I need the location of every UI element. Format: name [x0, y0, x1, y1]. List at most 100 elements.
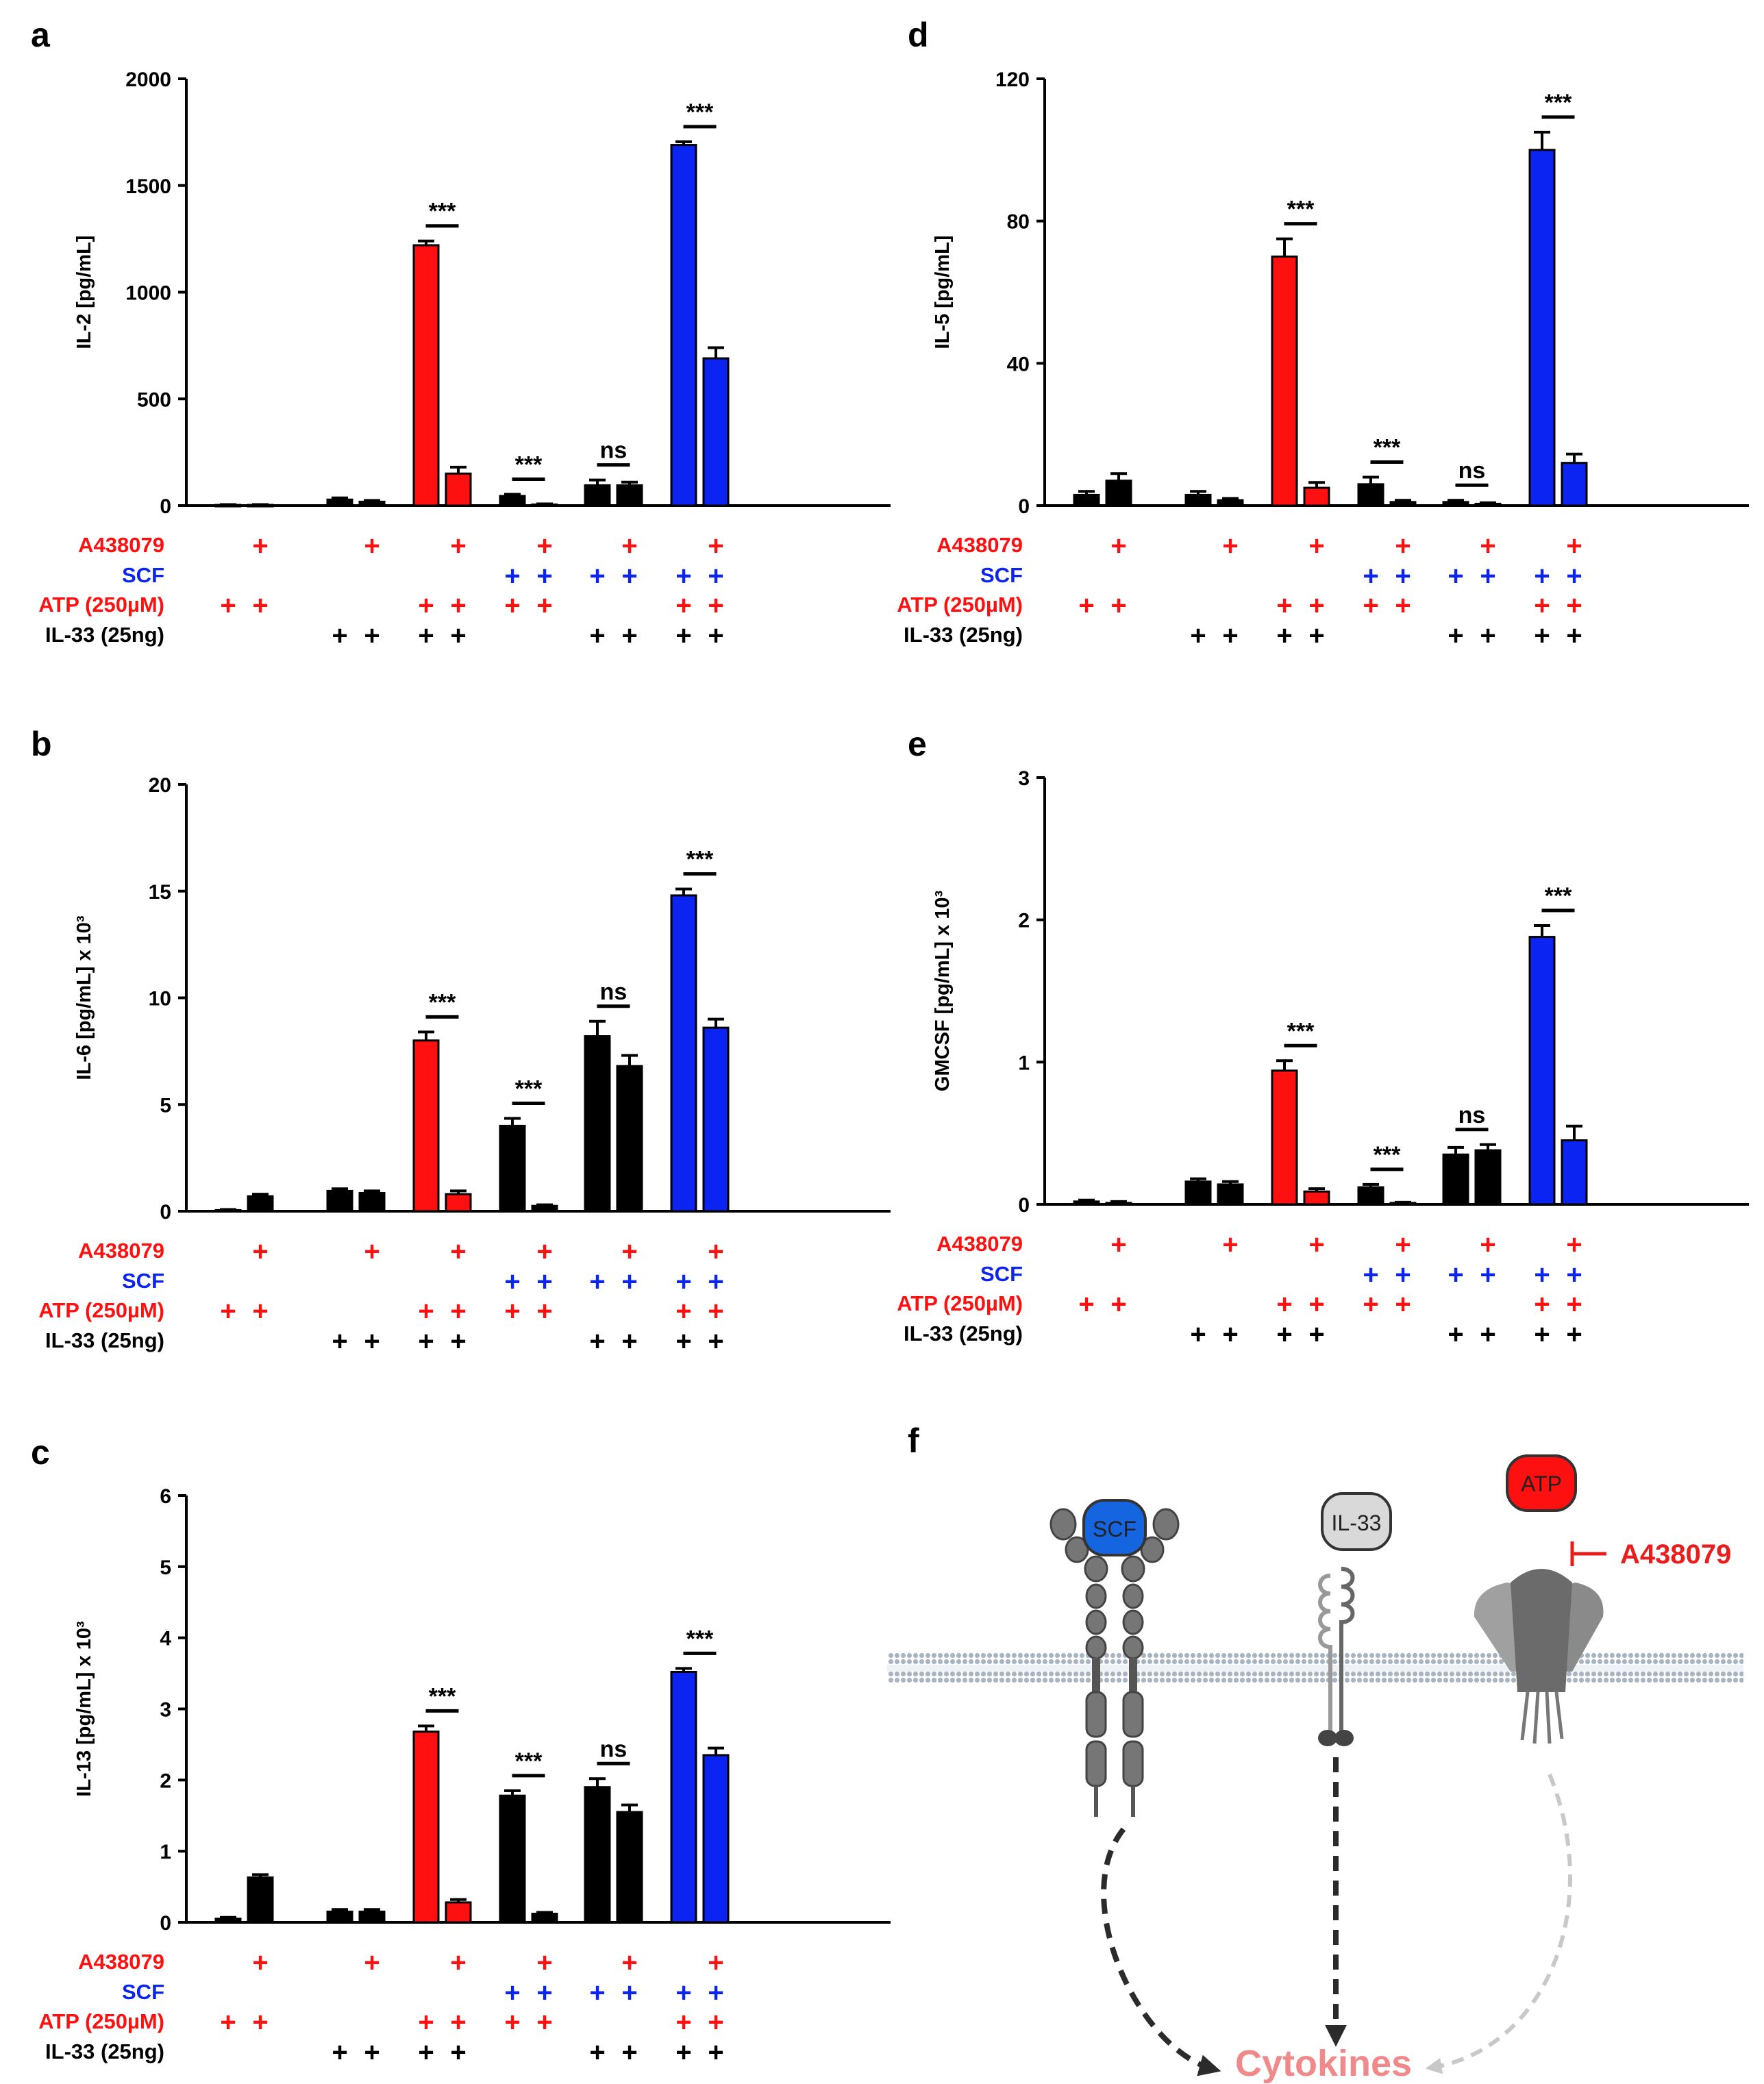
bar: [1303, 1190, 1330, 1206]
treatment-plus-a438079: +: [252, 531, 268, 561]
treatment-plus-scf: +: [708, 1978, 723, 2008]
treatment-label-atp: ATP (250µM): [38, 1298, 164, 1322]
signaling-diagram: f: [887, 1422, 1743, 2084]
bar: [1217, 499, 1244, 507]
treatment-plus-il33: +: [1308, 621, 1324, 651]
y-axis-label: IL-5 [pg/mL]: [932, 236, 954, 349]
bar: [326, 1910, 353, 1924]
y-tick-label: 1: [1018, 1052, 1030, 1074]
treatment-plus-il33: +: [621, 2037, 637, 2068]
ckit-signal-arrow: [1101, 1827, 1221, 2076]
bar: [1357, 483, 1384, 507]
treatment-plus-atp: +: [504, 591, 520, 621]
treatment-plus-scf: +: [621, 561, 637, 591]
bar: [1442, 1153, 1469, 1206]
treatment-plus-a438079: +: [252, 1948, 268, 1978]
treatment-plus-a438079: +: [450, 531, 466, 561]
y-axis-label: GMCSF [pg/mL] x 10³: [932, 891, 954, 1092]
treatment-label-il33: IL-33 (25ng): [904, 623, 1023, 647]
treatment-plus-il33: +: [589, 621, 605, 651]
significance-label: ns: [1458, 458, 1486, 484]
treatment-plus-atp: +: [1078, 591, 1094, 621]
bar: [1528, 936, 1556, 1206]
treatment-plus-a438079: +: [1566, 1230, 1582, 1260]
bar: [1184, 493, 1212, 507]
y-tick-label: 2: [160, 1770, 171, 1792]
chart-panel-c: c 0 1 2 3 4 5 6 IL-13 [pg/mL] x 10³ *** *** ns *** A4…: [31, 1433, 891, 2068]
bar: [445, 1193, 472, 1213]
treatment-plus-atp: +: [1395, 591, 1411, 621]
y-tick-label: 5: [160, 1556, 171, 1579]
treatment-plus-il33: +: [1276, 1319, 1292, 1350]
y-tick-label: 1000: [125, 282, 171, 305]
treatment-plus-il33: +: [1480, 1319, 1495, 1350]
treatment-plus-il33: +: [364, 2037, 380, 2068]
treatment-plus-atp: +: [1276, 591, 1292, 621]
atp-ligand: ATP: [1506, 1454, 1577, 1512]
treatment-label-scf: SCF: [122, 563, 164, 587]
treatment-plus-il33: +: [1566, 1319, 1582, 1350]
treatment-plus-il33: +: [675, 1326, 691, 1356]
y-tick-label: 0: [1018, 1194, 1030, 1217]
treatment-plus-scf: +: [536, 1978, 552, 2008]
treatment-plus-a438079: +: [708, 1237, 723, 1267]
panel-letter-a: a: [31, 16, 51, 54]
y-axis-label: IL-2 [pg/mL]: [73, 236, 95, 349]
treatment-plus-il33: +: [1190, 621, 1206, 651]
significance-label: ***: [429, 1683, 456, 1709]
significance-label: ***: [686, 1626, 714, 1652]
y-tick-label: 1: [160, 1841, 171, 1863]
treatment-plus-a438079: +: [364, 1237, 380, 1267]
treatment-plus-atp: +: [1110, 1289, 1126, 1319]
significance-label: ***: [429, 199, 456, 225]
bar: [616, 1811, 643, 1924]
scf-ligand: SCF: [1082, 1499, 1147, 1556]
chart-panel-b: b 0 5 10 15 20 IL-6 [pg/mL] x 10³ *** *** ns *** A4…: [31, 725, 891, 1356]
treatment-label-atp: ATP (250µM): [897, 593, 1023, 617]
chart-panel-e: e 0 1 2 3 GMCSF [pg/mL] x 10³ *** *** ns *** A4380…: [897, 725, 1749, 1350]
treatment-plus-atp: +: [504, 2007, 520, 2037]
treatment-plus-scf: +: [1480, 1260, 1495, 1290]
y-tick-label: 2000: [125, 69, 171, 91]
panel-letter-e: e: [908, 725, 927, 763]
bar: [670, 1671, 697, 1924]
treatment-plus-il33: +: [708, 2037, 723, 2068]
treatment-plus-atp: +: [1534, 1289, 1550, 1319]
treatment-plus-a438079: +: [621, 1237, 637, 1267]
y-tick-label: 40: [1007, 353, 1030, 375]
bar: [1442, 501, 1469, 507]
p2x7-receptor: [1474, 1569, 1604, 1744]
treatment-plus-il33: +: [708, 1326, 723, 1356]
bar: [670, 894, 697, 1213]
treatment-plus-atp: +: [1308, 591, 1324, 621]
treatment-plus-atp: +: [504, 1296, 520, 1326]
treatment-plus-il33: +: [1480, 621, 1495, 651]
significance-label: ***: [686, 847, 714, 873]
treatment-plus-atp: +: [536, 1296, 552, 1326]
bar: [499, 1794, 526, 1924]
treatment-plus-il33: +: [332, 621, 347, 651]
atp-label: ATP: [1521, 1472, 1562, 1496]
treatment-plus-atp: +: [450, 2007, 466, 2037]
significance-label: ns: [600, 1736, 628, 1762]
treatment-plus-atp: +: [1395, 1289, 1411, 1319]
st2-receptor: [1318, 1567, 1355, 1746]
treatment-plus-atp: +: [1566, 1289, 1582, 1319]
treatment-label-a438079: A438079: [936, 533, 1023, 557]
y-tick-label: 15: [149, 881, 171, 904]
inhibitor-label: A438079: [1620, 1539, 1731, 1570]
y-tick-label: 0: [160, 1201, 171, 1224]
treatment-plus-il33: +: [364, 621, 380, 651]
bar: [670, 144, 697, 507]
treatment-plus-scf: +: [621, 1267, 637, 1297]
y-tick-label: 0: [1018, 495, 1030, 518]
bar: [412, 244, 440, 507]
treatment-plus-il33: +: [675, 2037, 691, 2068]
panel-letter-b: b: [31, 725, 52, 763]
treatment-plus-il33: +: [1276, 621, 1292, 651]
treatment-plus-atp: +: [1308, 1289, 1324, 1319]
treatment-plus-a438079: +: [1308, 1230, 1324, 1260]
y-tick-label: 500: [137, 388, 171, 411]
bar: [1271, 256, 1298, 507]
treatment-plus-atp: +: [536, 2007, 552, 2037]
